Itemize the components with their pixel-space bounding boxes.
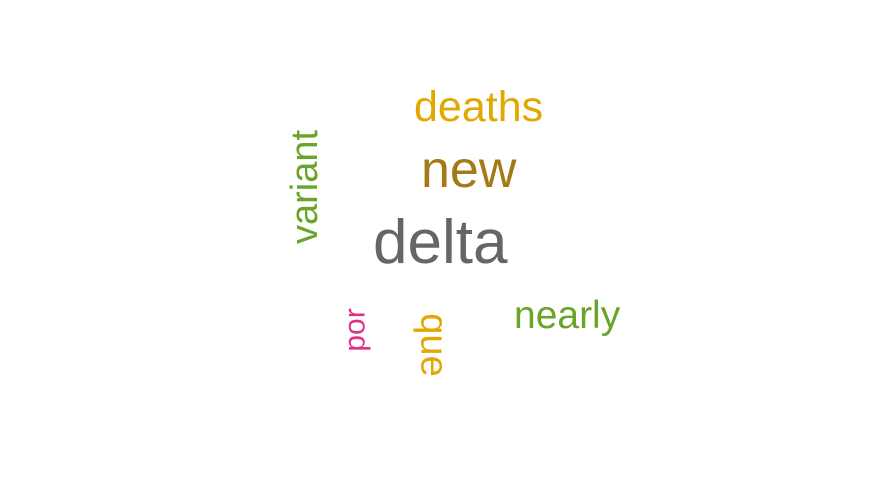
word-deaths: deaths bbox=[414, 83, 544, 131]
word-por: por bbox=[338, 308, 372, 352]
word-nearly: nearly bbox=[514, 294, 621, 337]
word-variant: variant bbox=[284, 129, 327, 245]
word-delta: delta bbox=[373, 208, 508, 277]
word-que: que bbox=[412, 313, 455, 377]
word-new: new bbox=[421, 141, 517, 199]
